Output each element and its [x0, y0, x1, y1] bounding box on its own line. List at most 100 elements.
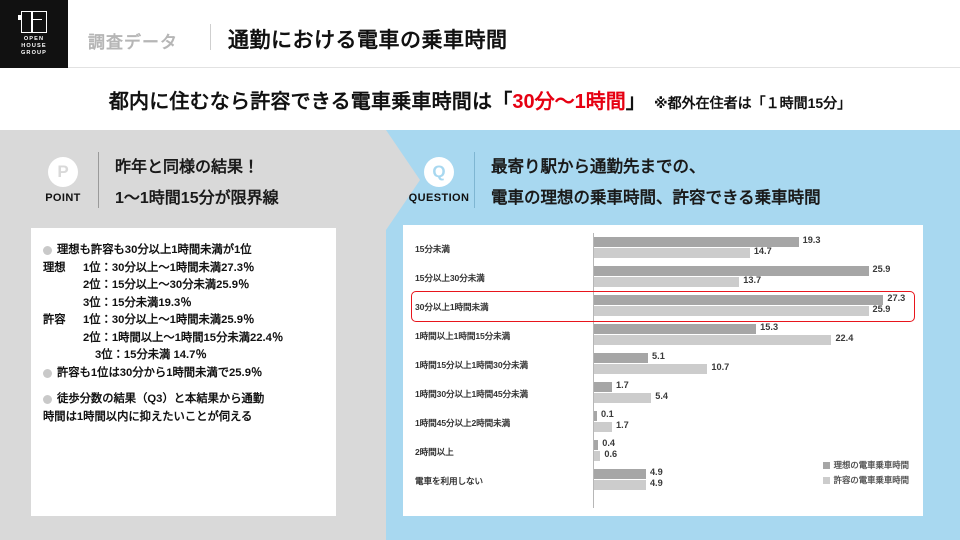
summary-accept-rank-1-text: 1位：30分以上～1時間未満25.9％: [83, 314, 255, 326]
chart-row: 15分未満 19.3 14.7: [403, 234, 923, 263]
question-badge-letter: Q: [424, 156, 454, 187]
chart-bar-value: 25.9: [872, 264, 891, 274]
chart-bar-ideal: [594, 353, 649, 363]
chart-bar-group: 4.9 4.9: [594, 467, 914, 493]
question-line-2: 電車の理想の乗車時間、許容できる乗車時間: [491, 188, 821, 207]
chart-bar-value: 0.4: [602, 438, 616, 448]
lead-prefix: 都内に住むなら許容できる電車乗車時間は「: [108, 90, 513, 113]
point-block: P POINT 昨年と同様の結果！ 1～1時間15分が限界線: [34, 143, 380, 217]
chart-bar-ideal: [594, 324, 757, 334]
chart-row: 1時間以上1時間15分未満 15.3 22.4: [403, 321, 923, 350]
chart-bar-accept: [594, 277, 740, 287]
logo-text-line3: GROUP: [20, 50, 47, 56]
chart-category-label: 30分以上1時間未満: [415, 301, 489, 312]
chart-bar-accept: [594, 393, 652, 403]
question-line-1: 最寄り駅から通勤先までの、: [491, 157, 706, 176]
chart-bar-value: 19.3: [802, 235, 821, 245]
chart-bar-group: 0.1 1.7: [594, 409, 914, 435]
lead-statement: 都内に住むなら許容できる電車乗車時間は「30分～1時間」 ※都外在住者は「１時間1…: [0, 68, 960, 130]
question-badge: Q QUESTION: [408, 156, 470, 204]
chart-row: 2時間以上 0.4 0.6: [403, 437, 923, 466]
logo-tick-icon: [18, 15, 22, 20]
chart-bar-ideal: [594, 469, 646, 479]
chart-bar-ideal: [594, 266, 869, 276]
chart-bar-value: 13.7: [743, 275, 762, 285]
lead-highlight: 30分～1時間: [512, 90, 626, 113]
chart-category-label: 1時間30分以上1時間45分未満: [415, 388, 529, 399]
summary-ideal-rank-1: 理想 1位：30分以上～1時間未満27.3％: [43, 260, 326, 278]
chart-axis-line: [593, 233, 594, 508]
summary-bullet-3-text: 徒歩分数の結果（Q3）と本結果から通勤: [57, 393, 265, 405]
bullet-dot-icon: [43, 368, 52, 378]
chart-card: 15分未満 19.3 14.7 15分以上30分未満 25.9 13.7 30分以上1時間未…: [403, 225, 923, 516]
chart-bar-ideal: [594, 440, 599, 450]
chart-category-label: 電車を利用しない: [415, 475, 483, 486]
chart-bar-value: 22.4: [835, 333, 854, 343]
chart-bar-group: 5.1 10.7: [594, 351, 914, 377]
chart-category-label: 1時間以上1時間15分未満: [415, 330, 511, 341]
lead-suffix: 」: [625, 90, 646, 113]
chart-bar-value: 5.4: [655, 391, 669, 401]
lead-note: ※都外在住者は「１時間15分」: [654, 94, 852, 111]
chart-bar-accept: [594, 306, 869, 316]
question-block: Q QUESTION 最寄り駅から通勤先までの、 電車の理想の乗車時間、許容でき…: [408, 143, 950, 217]
chart-bar-accept: [594, 248, 750, 258]
question-badge-label: QUESTION: [408, 191, 470, 204]
chart-bar-group: 1.7 5.4: [594, 380, 914, 406]
summary-accept-key: 許容: [43, 314, 66, 326]
chart-bar-value: 25.9: [872, 304, 891, 314]
chart-legend-label: 理想の電車乗車時間: [833, 460, 909, 470]
summary-accept-rank-1: 許容 1位：30分以上～1時間未満25.9％: [43, 312, 326, 330]
chart-bar-ideal: [594, 411, 597, 421]
bullet-dot-icon: [43, 395, 52, 404]
chart-bar-value: 1.7: [616, 380, 629, 390]
question-divider: [474, 152, 475, 208]
header-kicker: 調査データ: [88, 33, 178, 52]
chart-category-label: 15分以上30分未満: [415, 272, 485, 283]
chart-bar-accept: [594, 422, 613, 432]
chart-bar-group: 19.3 14.7: [594, 235, 914, 261]
chart-bar-value: 14.7: [753, 246, 772, 256]
chart-row: 1時間30分以上1時間45分未満 1.7 5.4: [403, 379, 923, 408]
summary-bullet-1: 理想も許容も30分以上1時間未満が1位: [43, 242, 326, 260]
chart-bar-group: 27.3 25.9: [594, 293, 914, 319]
logo-text-line2: HOUSE: [21, 43, 47, 49]
logo-text-line1: OPEN: [23, 36, 45, 42]
chart-bar-value: 5.1: [652, 351, 665, 361]
summary-bullet-1-text: 理想も許容も30分以上1時間未満が1位: [57, 244, 252, 256]
chart-bar-value: 1.7: [616, 420, 629, 430]
summary-bullet-2: 許容も1位は30分から1時間未満で25.9％: [43, 365, 326, 383]
open-house-group-logo: OPEN HOUSE GROUP: [0, 0, 68, 68]
summary-bullet-2-text: 許容も1位は30分から1時間未満で25.9％: [57, 366, 263, 379]
chart-row: 電車を利用しない 4.9 4.9: [403, 466, 923, 495]
chart-row: 1時間45分以上2時間未満 0.1 1.7: [403, 408, 923, 437]
chart-legend-item: 許容の電車乗車時間: [822, 474, 909, 486]
bullet-dot-icon: [43, 246, 52, 255]
chart-row: 1時間15分以上1時間30分未満 5.1 10.7: [403, 350, 923, 379]
bar-chart: 15分未満 19.3 14.7 15分以上30分未満 25.9 13.7 30分以上1時間未…: [403, 225, 923, 516]
chart-bar-group: 0.4 0.6: [594, 438, 914, 464]
chart-bar-value: 4.9: [649, 467, 663, 477]
summary-accept-rank-2: 2位：1時間以上～1時間15分未満22.4％: [83, 331, 284, 344]
chart-row: 15分以上30分未満 25.9 13.7: [403, 263, 923, 292]
summary-accept-rank-3: 3位：15分未満 14.7％: [95, 349, 207, 361]
chart-row: 30分以上1時間未満 27.3 25.9: [403, 292, 923, 321]
summary-ideal-rank-3: 3位：15分未満19.3％: [83, 296, 192, 309]
summary-ideal-rank-2: 2位：15分以上～30分未満25.9％: [83, 279, 250, 291]
page-title: 通勤における電車の乗車時間: [228, 29, 508, 52]
chart-bar-ideal: [594, 295, 884, 305]
chart-category-label: 2時間以上: [415, 446, 454, 457]
chart-bar-value: 10.7: [711, 362, 730, 372]
chart-bar-group: 15.3 22.4: [594, 322, 914, 348]
chart-legend-swatch: [822, 476, 830, 484]
chart-bar-value: 0.1: [601, 409, 614, 419]
chart-legend-label: 許容の電車乗車時間: [833, 475, 909, 485]
chart-bar-accept: [594, 480, 646, 490]
slide-header: OPEN HOUSE GROUP 調査データ 通勤における電車の乗車時間: [0, 0, 960, 68]
chart-legend: 理想の電車乗車時間 許容の電車乗車時間: [822, 459, 909, 486]
chart-bar-accept: [594, 335, 832, 345]
chart-bar-ideal: [594, 382, 613, 392]
header-divider: [210, 24, 211, 50]
chart-category-label: 15分未満: [415, 243, 450, 254]
point-badge: P POINT: [34, 156, 92, 204]
